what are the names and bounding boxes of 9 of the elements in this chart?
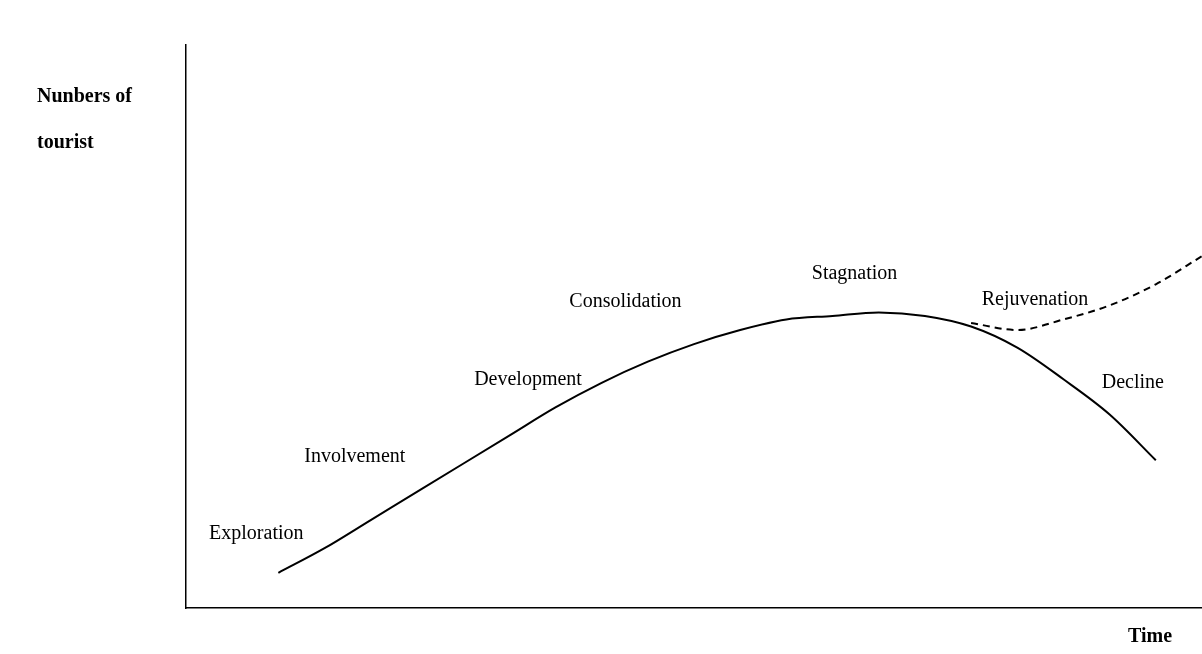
annotation: Development — [474, 366, 583, 390]
annotation: Exploration — [209, 521, 304, 545]
annotation: Consolidation — [569, 289, 682, 312]
annotation: Involvement — [304, 443, 406, 466]
text: Nunbers of tourist — [37, 84, 133, 152]
annotation: Stagnation — [811, 260, 898, 284]
annotation: Rejuvenation — [981, 287, 1089, 311]
x-axis-title: Time — [1128, 624, 1173, 647]
annotation: Decline — [1101, 370, 1165, 393]
